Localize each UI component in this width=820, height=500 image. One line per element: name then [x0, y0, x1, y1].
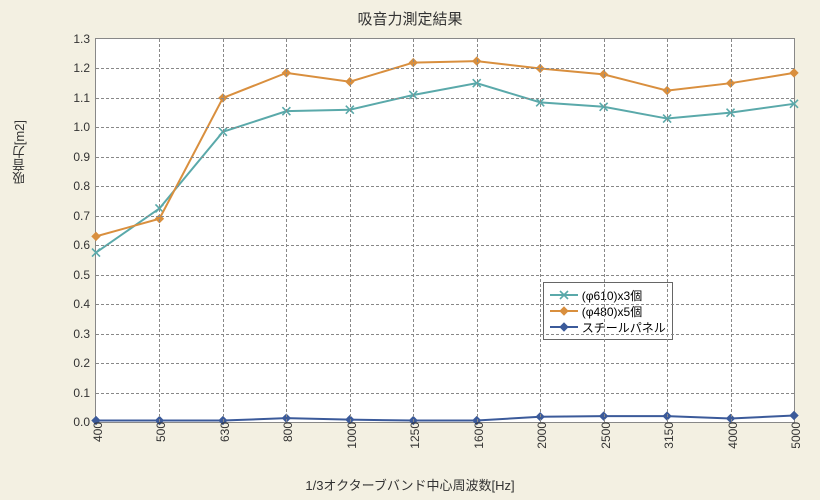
grid-h: [96, 304, 794, 305]
y-tick-label: 0.9: [73, 150, 96, 164]
x-tick-label: 500: [150, 422, 168, 442]
x-tick-label: 630: [214, 422, 232, 442]
x-tick-label: 1250: [404, 422, 422, 449]
legend-item: (φ610)x3個: [550, 287, 666, 303]
y-tick-label: 0.3: [73, 327, 96, 341]
grid-v: [540, 39, 541, 422]
grid-v: [413, 39, 414, 422]
x-tick-label: 1000: [341, 422, 359, 449]
legend-swatch: [550, 289, 578, 301]
y-tick-label: 0.7: [73, 209, 96, 223]
grid-h: [96, 157, 794, 158]
y-tick-label: 0.6: [73, 238, 96, 252]
series-(φ480)x5個: [92, 57, 798, 240]
legend-swatch: [550, 321, 578, 333]
grid-v: [350, 39, 351, 422]
y-axis-label: 吸音力[m2]: [10, 120, 29, 184]
y-tick-label: 1.2: [73, 61, 96, 75]
grid-v: [159, 39, 160, 422]
grid-h: [96, 275, 794, 276]
grid-h: [96, 98, 794, 99]
x-tick-label: 4000: [722, 422, 740, 449]
grid-h: [96, 216, 794, 217]
grid-h: [96, 363, 794, 364]
chart-title: 吸音力測定結果: [0, 8, 820, 29]
x-tick-label: 800: [277, 422, 295, 442]
grid-h: [96, 127, 794, 128]
grid-v: [286, 39, 287, 422]
y-tick-label: 0.2: [73, 356, 96, 370]
line-series-layer: [96, 39, 794, 422]
x-tick-label: 2500: [595, 422, 613, 449]
legend-label: (φ610)x3個: [582, 287, 642, 304]
plot-area: (φ610)x3個(φ480)x5個スチールパネル 0.00.10.20.30.…: [95, 38, 795, 423]
grid-h: [96, 68, 794, 69]
x-tick-label: 400: [87, 422, 105, 442]
grid-v: [223, 39, 224, 422]
grid-h: [96, 186, 794, 187]
legend-label: (φ480)x5個: [582, 303, 642, 320]
series-スチールパネル: [92, 412, 798, 425]
y-tick-label: 0.1: [73, 386, 96, 400]
y-tick-label: 0.8: [73, 179, 96, 193]
x-tick-label: 5000: [785, 422, 803, 449]
grid-h: [96, 245, 794, 246]
y-tick-label: 1.3: [73, 32, 96, 46]
grid-v: [604, 39, 605, 422]
legend-item: (φ480)x5個: [550, 303, 666, 319]
x-tick-label: 2000: [531, 422, 549, 449]
x-tick-label: 1600: [468, 422, 486, 449]
grid-v: [477, 39, 478, 422]
x-tick-label: 3150: [658, 422, 676, 449]
y-tick-label: 0.4: [73, 297, 96, 311]
legend: (φ610)x3個(φ480)x5個スチールパネル: [543, 282, 673, 340]
x-axis-label: 1/3オクターブバンド中心周波数[Hz]: [0, 475, 820, 494]
y-tick-label: 0.5: [73, 268, 96, 282]
series-(φ610)x3個: [92, 79, 798, 256]
grid-h: [96, 393, 794, 394]
legend-swatch: [550, 305, 578, 317]
y-tick-label: 1.0: [73, 120, 96, 134]
grid-h: [96, 334, 794, 335]
y-tick-label: 1.1: [73, 91, 96, 105]
grid-v: [731, 39, 732, 422]
grid-v: [667, 39, 668, 422]
